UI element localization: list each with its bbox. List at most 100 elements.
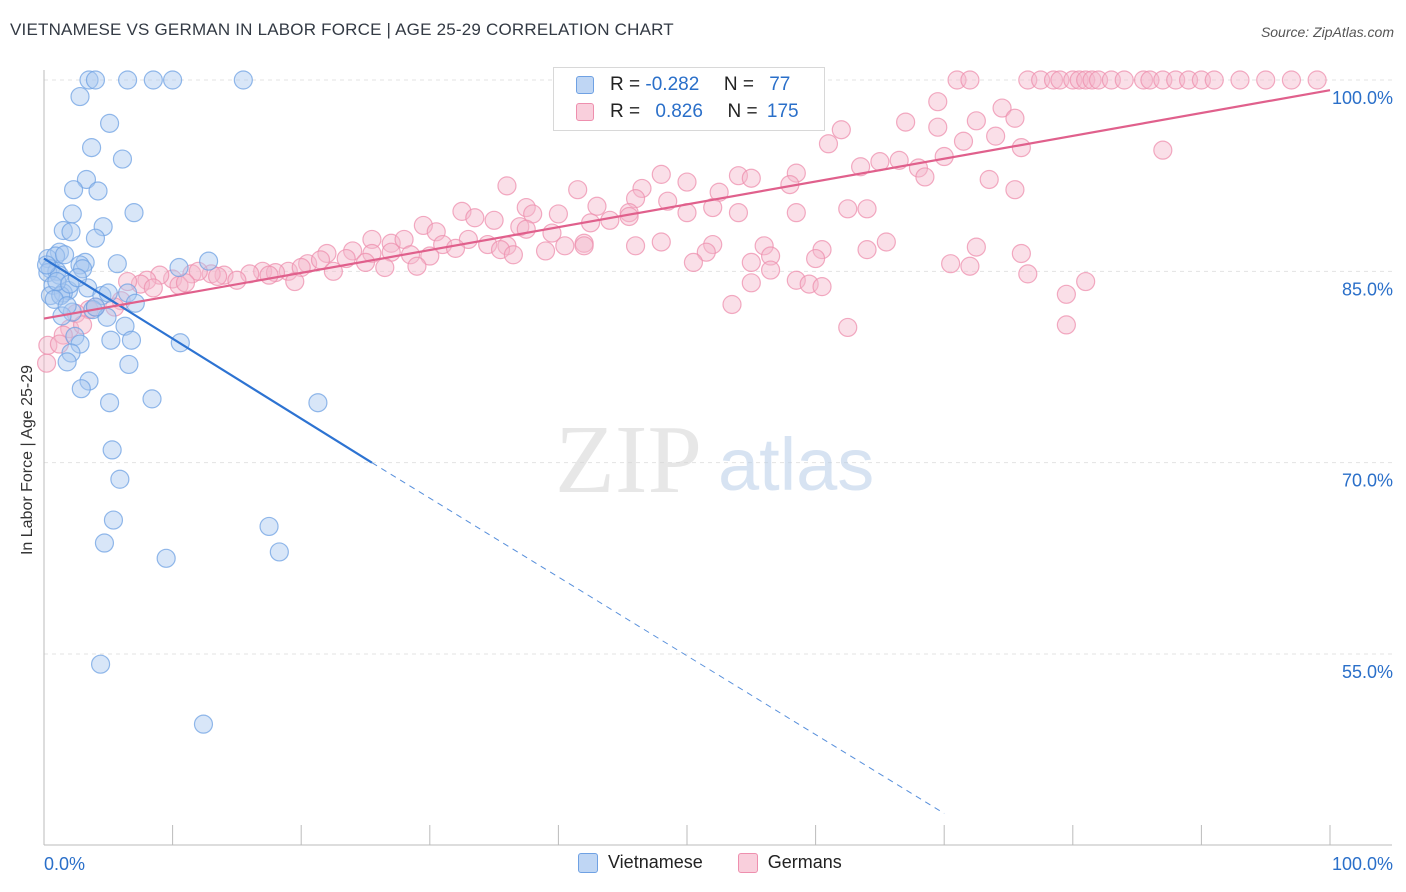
chart-title: VIETNAMESE VS GERMAN IN LABOR FORCE | AG…	[10, 20, 674, 39]
vietnamese-point	[163, 70, 183, 90]
germans-point	[1082, 70, 1102, 90]
germans-point	[600, 210, 620, 230]
germans-point	[651, 232, 671, 252]
vietnamese-point	[94, 533, 115, 553]
germans-point	[625, 189, 646, 209]
germans-point	[677, 172, 697, 192]
germans-point	[838, 317, 858, 338]
watermark-atlas: atlas	[718, 423, 874, 506]
vietnamese-point	[70, 86, 90, 107]
vietnamese-point	[57, 352, 77, 372]
vietnamese-point	[110, 469, 130, 489]
germans-point	[1230, 70, 1250, 90]
germans-point	[915, 167, 935, 187]
legend-r-value: -0.282	[645, 74, 700, 95]
vietnamese-point	[85, 297, 106, 317]
stats-legend: R = -0.282 N = 77 R = 0.826 N = 175	[553, 67, 825, 131]
grid-lines	[44, 79, 1392, 655]
germans-point	[490, 240, 511, 260]
legend-swatch-germans	[737, 853, 758, 874]
germans-point	[857, 199, 877, 219]
vietnamese-point	[79, 70, 99, 90]
vietnamese-point	[62, 204, 82, 224]
germans-point	[259, 265, 279, 285]
germans-point	[362, 229, 382, 250]
y-tick-label-85: 85.0%	[1342, 279, 1393, 299]
germans-point	[208, 266, 228, 287]
germans-point	[143, 278, 163, 298]
germans-point	[857, 240, 877, 260]
x-tick-label-0: 0.0%	[44, 854, 85, 874]
germans-point	[986, 126, 1006, 146]
germans-point	[876, 232, 896, 252]
germans-point	[960, 70, 980, 90]
germans-point	[1256, 70, 1276, 90]
vietnamese-point	[81, 138, 102, 158]
vietnamese-trend-line	[43, 257, 373, 464]
watermark-zip: ZIP	[555, 406, 702, 514]
vietnamese-point	[101, 330, 121, 350]
germans-point	[343, 241, 363, 261]
legend-swatch-vietnamese	[578, 853, 598, 874]
germans-point	[188, 261, 208, 281]
germans-point	[786, 163, 806, 183]
germans-point	[760, 246, 781, 266]
germans-point	[786, 203, 806, 223]
legend-n-label: N =	[723, 74, 754, 95]
vietnamese-point	[143, 70, 163, 90]
germans-point	[625, 236, 646, 256]
legend-r-value: 0.826	[655, 101, 703, 122]
chart-source: Source: ZipAtlas.com	[1260, 24, 1394, 40]
germans-point	[741, 273, 761, 293]
germans-point	[465, 208, 485, 228]
germans-point	[497, 176, 517, 196]
vietnamese-point	[233, 70, 253, 90]
germans-point	[741, 168, 761, 188]
vietnamese-point	[54, 245, 75, 265]
legend-item-vietnamese[interactable]: Vietnamese	[578, 852, 703, 874]
vietnamese-point	[71, 379, 91, 399]
legend-swatch-vietnamese	[576, 75, 594, 94]
germans-point	[1011, 138, 1031, 158]
germans-point	[754, 236, 774, 256]
legend-row-germans: R = 0.826 N = 175	[576, 101, 799, 129]
vietnamese-point	[121, 330, 142, 350]
vietnamese-point	[76, 169, 97, 190]
legend-label-vietnamese: Vietnamese	[608, 852, 703, 872]
germans-point	[818, 134, 839, 154]
vietnamese-point	[72, 259, 93, 279]
germans-point	[117, 271, 138, 292]
vietnamese-point	[93, 217, 113, 237]
vietnamese-point	[117, 283, 138, 303]
vietnamese-point	[88, 181, 108, 201]
germans-point	[722, 294, 742, 315]
germans-point	[1307, 70, 1327, 90]
vietnamese-point	[99, 113, 120, 133]
germans-point	[568, 180, 588, 200]
vietnamese-point	[124, 203, 144, 223]
germans-point	[728, 203, 749, 223]
germans-point	[760, 260, 781, 280]
germans-point	[953, 131, 974, 151]
vietnamese-point	[269, 542, 289, 562]
y-tick-label-55: 55.0%	[1342, 662, 1393, 682]
germans-point	[658, 191, 678, 211]
germans-point	[960, 256, 980, 276]
legend-item-germans[interactable]: Germans	[737, 852, 842, 874]
germans-point	[703, 234, 723, 255]
germans-point	[896, 112, 916, 132]
legend-r-label: R =	[610, 101, 641, 122]
germans-point	[928, 92, 948, 112]
germans-point	[786, 270, 806, 290]
germans-point	[516, 219, 536, 239]
vietnamese-point	[79, 371, 99, 391]
germans-point	[683, 252, 704, 273]
germans-point	[741, 252, 761, 273]
vietnamese-point	[85, 228, 106, 248]
series-legend: Vietnamese Germans	[578, 852, 872, 874]
germans-point	[407, 256, 427, 276]
legend-r-label: R =	[610, 74, 641, 95]
axes	[43, 70, 1392, 846]
germans-point	[36, 353, 57, 373]
germans-point	[1114, 70, 1134, 90]
